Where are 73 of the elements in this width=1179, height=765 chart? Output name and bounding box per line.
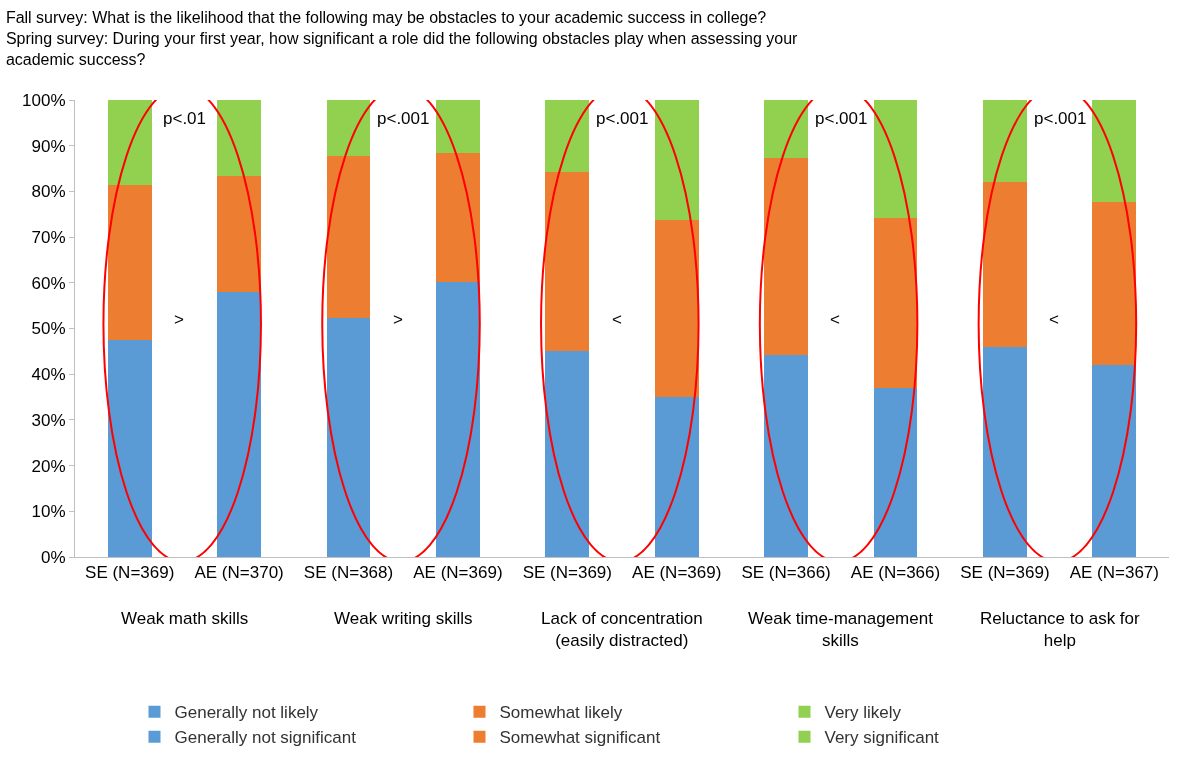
bar [983, 100, 1027, 183]
chart-title: Fall survey: What is the likelihood that the following may be obstacles to your academic success in college? Spring survey: During your first year, how significant a role did the following obstacles play when assessing your academic success? [5, 8, 799, 68]
bar [873, 217, 918, 388]
bar [1092, 100, 1137, 202]
bar [217, 176, 261, 292]
bar [983, 347, 1027, 557]
bar [436, 281, 480, 557]
legend-label: Generally not likely [174, 703, 319, 723]
y-tick-label: 80% [31, 182, 66, 202]
bar [873, 100, 918, 218]
x-tick-label: SE (N=369) [85, 563, 175, 583]
bar [545, 351, 590, 557]
x-tick-label: AE (N=369) [632, 563, 722, 583]
y-tick-label: 100% [22, 90, 66, 110]
annotation: < [830, 310, 840, 329]
x-tick-label: SE (N=369) [522, 563, 612, 583]
x-tick-label: AE (N=366) [850, 563, 941, 583]
bar [873, 387, 918, 557]
bar [326, 156, 371, 318]
annotation: p<.01 [163, 109, 207, 128]
annotation: > [174, 310, 184, 329]
legend-label: Generally not significant [174, 728, 357, 748]
x-tick-label: AE (N=370) [194, 563, 284, 583]
bar [545, 172, 590, 352]
bar [107, 185, 152, 341]
bar [983, 182, 1027, 348]
bar [217, 100, 261, 177]
bar [326, 317, 371, 557]
text: Lack of concentration (easily distracted) [541, 609, 703, 651]
text: Weak math skills [121, 609, 249, 628]
bar [217, 291, 261, 557]
x-tick-label: AE (N=367) [1069, 563, 1159, 583]
bar [107, 100, 152, 185]
legend-label: Somewhat likely [499, 703, 623, 723]
bar [764, 100, 808, 158]
y-tick-label: 70% [31, 228, 66, 248]
y-tick-label: 30% [31, 410, 66, 430]
bar [654, 396, 699, 557]
legend-label: Somewhat significant [499, 728, 661, 748]
bar [436, 153, 480, 282]
bar [326, 100, 371, 157]
bar [764, 157, 808, 356]
annotation: > [393, 310, 403, 329]
x-tick-label: AE (N=369) [413, 563, 503, 583]
annotation: p<.001 [596, 109, 649, 128]
x-tick-label: SE (N=369) [960, 563, 1050, 583]
bar [654, 219, 699, 397]
legend-label: Very significant [824, 728, 940, 748]
text: Weak time-management skills [748, 609, 934, 651]
annotation: < [612, 310, 622, 329]
y-tick-label: 90% [31, 136, 66, 156]
y-tick-label: 20% [31, 456, 66, 476]
y-tick-label: 40% [31, 365, 66, 385]
annotation: < [1049, 310, 1059, 329]
bar [107, 340, 152, 557]
y-tick-label: 0% [41, 547, 66, 567]
y-tick-label: 60% [31, 273, 66, 293]
bar [1092, 365, 1137, 557]
bar [1092, 201, 1137, 366]
annotation: p<.001 [377, 109, 430, 128]
annotation: p<.001 [815, 109, 868, 128]
bar [654, 100, 699, 220]
bar [545, 100, 590, 173]
x-tick-label: SE (N=368) [303, 563, 394, 583]
text: Weak writing skills [334, 609, 473, 628]
bar [436, 100, 480, 154]
y-tick-label: 50% [31, 319, 66, 339]
y-tick-label: 10% [31, 502, 66, 522]
bar [764, 355, 808, 557]
annotation: p<.001 [1034, 109, 1087, 128]
x-tick-label: SE (N=366) [741, 563, 831, 583]
legend-label: Very likely [824, 703, 902, 723]
text: Reluctance to ask for help [980, 609, 1141, 651]
